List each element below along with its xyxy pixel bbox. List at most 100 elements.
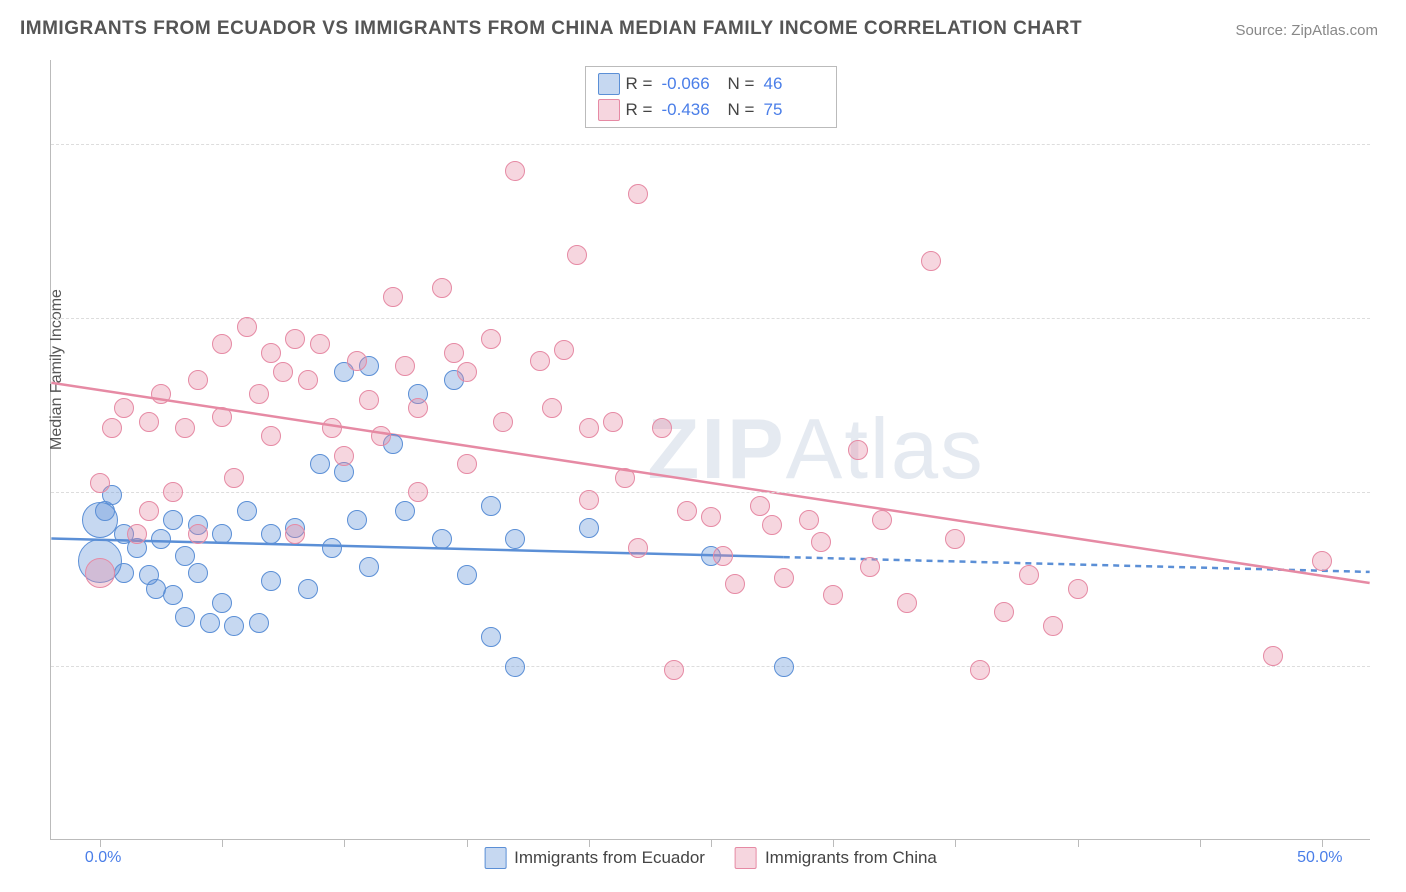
scatter-point-china xyxy=(848,440,868,460)
gridline xyxy=(51,666,1370,667)
scatter-point-china xyxy=(457,454,477,474)
y-tick-label: $187,500 xyxy=(1380,309,1406,327)
x-max-label: 50.0% xyxy=(1297,849,1342,867)
scatter-point-ecuador xyxy=(151,529,171,549)
scatter-point-china xyxy=(945,529,965,549)
scatter-point-ecuador xyxy=(310,454,330,474)
x-tick xyxy=(1322,839,1323,847)
scatter-point-china xyxy=(652,418,672,438)
scatter-point-china xyxy=(408,482,428,502)
scatter-point-ecuador xyxy=(261,524,281,544)
scatter-point-ecuador xyxy=(395,501,415,521)
scatter-point-china xyxy=(151,384,171,404)
x-tick xyxy=(1200,839,1201,847)
scatter-point-ecuador xyxy=(322,538,342,558)
scatter-point-china xyxy=(677,501,697,521)
legend-n-value: 75 xyxy=(764,100,824,120)
scatter-point-ecuador xyxy=(298,579,318,599)
legend-r-value: -0.066 xyxy=(662,74,722,94)
scatter-point-china xyxy=(90,473,110,493)
legend-series-item-ecuador: Immigrants from Ecuador xyxy=(484,847,705,869)
legend-n-label: N = xyxy=(728,100,758,120)
scatter-point-china xyxy=(273,362,293,382)
legend-correlation: R =-0.066N =46R =-0.436N =75 xyxy=(585,66,837,128)
y-tick-label: $62,500 xyxy=(1380,657,1406,675)
scatter-point-china xyxy=(750,496,770,516)
scatter-point-china xyxy=(432,278,452,298)
x-tick xyxy=(100,839,101,847)
plot-area: Median Family Income ZIPAtlas R = -0.066 N… xyxy=(50,60,1370,840)
scatter-point-china xyxy=(395,356,415,376)
legend-swatch xyxy=(598,99,620,121)
x-tick xyxy=(467,839,468,847)
y-tick-label: $125,000 xyxy=(1380,483,1406,501)
x-tick xyxy=(344,839,345,847)
y-tick-label: $250,000 xyxy=(1380,135,1406,153)
x-tick xyxy=(833,839,834,847)
scatter-point-ecuador xyxy=(359,557,379,577)
x-min-label: 0.0% xyxy=(85,849,121,867)
scatter-point-ecuador xyxy=(505,529,525,549)
scatter-point-china xyxy=(823,585,843,605)
scatter-point-china xyxy=(1312,551,1332,571)
legend-swatch xyxy=(484,847,506,869)
scatter-point-china xyxy=(114,398,134,418)
scatter-point-china xyxy=(175,418,195,438)
scatter-point-ecuador xyxy=(249,613,269,633)
legend-series-item-china: Immigrants from China xyxy=(735,847,937,869)
scatter-point-china xyxy=(249,384,269,404)
scatter-point-china xyxy=(567,245,587,265)
legend-n-label: N = xyxy=(728,74,758,94)
scatter-point-china xyxy=(579,490,599,510)
scatter-point-ecuador xyxy=(579,518,599,538)
scatter-point-china xyxy=(359,390,379,410)
scatter-point-china xyxy=(921,251,941,271)
legend-series: Immigrants from Ecuador Immigrants from C… xyxy=(484,847,937,869)
scatter-point-ecuador xyxy=(114,563,134,583)
scatter-point-china xyxy=(725,574,745,594)
legend-swatch xyxy=(598,73,620,95)
y-axis-label: Median Family Income xyxy=(48,289,66,450)
scatter-point-ecuador xyxy=(432,529,452,549)
scatter-point-china xyxy=(237,317,257,337)
scatter-point-china xyxy=(603,412,623,432)
scatter-point-china xyxy=(322,418,342,438)
scatter-point-china xyxy=(383,287,403,307)
scatter-point-china xyxy=(530,351,550,371)
x-tick xyxy=(589,839,590,847)
scatter-point-ecuador xyxy=(347,510,367,530)
x-tick xyxy=(1078,839,1079,847)
scatter-point-china xyxy=(615,468,635,488)
scatter-point-china xyxy=(139,501,159,521)
scatter-point-china xyxy=(1263,646,1283,666)
scatter-point-ecuador xyxy=(224,616,244,636)
scatter-point-china xyxy=(212,407,232,427)
scatter-point-china xyxy=(994,602,1014,622)
gridline xyxy=(51,144,1370,145)
scatter-point-ecuador xyxy=(163,510,183,530)
legend-corr-row-ecuador: R =-0.066N =46 xyxy=(598,71,824,97)
scatter-point-china xyxy=(285,524,305,544)
legend-corr-row-china: R =-0.436N =75 xyxy=(598,97,824,123)
scatter-point-china xyxy=(102,418,122,438)
scatter-point-ecuador xyxy=(163,585,183,605)
x-tick xyxy=(222,839,223,847)
scatter-point-ecuador xyxy=(237,501,257,521)
legend-r-label: R = xyxy=(626,100,656,120)
legend-series-label: Immigrants from China xyxy=(765,848,937,868)
scatter-point-china xyxy=(334,446,354,466)
scatter-point-ecuador xyxy=(200,613,220,633)
scatter-point-china xyxy=(457,362,477,382)
scatter-point-china xyxy=(664,660,684,680)
scatter-point-china xyxy=(139,412,159,432)
scatter-point-china xyxy=(505,161,525,181)
scatter-point-china xyxy=(762,515,782,535)
watermark: ZIPAtlas xyxy=(647,401,984,499)
scatter-point-china xyxy=(713,546,733,566)
scatter-point-china xyxy=(85,558,115,588)
scatter-point-china xyxy=(774,568,794,588)
gridline xyxy=(51,492,1370,493)
legend-n-value: 46 xyxy=(764,74,824,94)
scatter-point-ecuador xyxy=(481,496,501,516)
scatter-point-ecuador xyxy=(774,657,794,677)
